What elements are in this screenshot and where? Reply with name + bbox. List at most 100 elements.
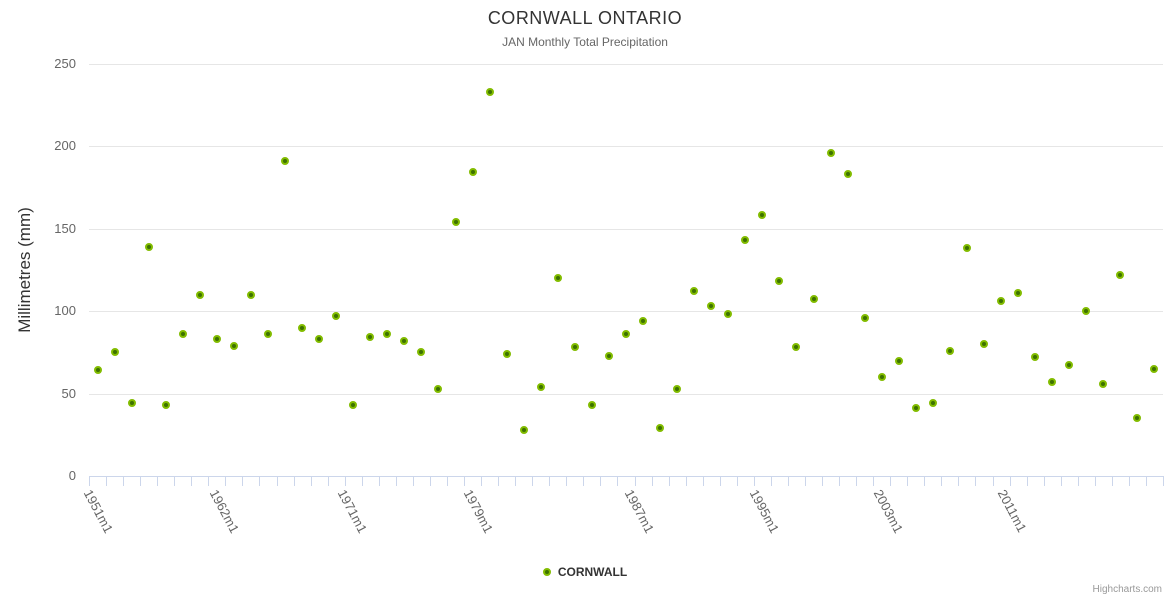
data-point[interactable] (553, 274, 562, 282)
data-point[interactable] (264, 330, 272, 339)
x-axis-tick (787, 477, 789, 486)
x-axis-tick (106, 477, 108, 486)
data-point[interactable] (127, 399, 136, 408)
data-point[interactable] (639, 316, 648, 325)
data-point[interactable] (809, 295, 818, 304)
data-point[interactable] (417, 348, 426, 357)
data-point[interactable] (1133, 414, 1142, 423)
data-point[interactable] (1116, 270, 1125, 279)
x-axis-tick (770, 477, 772, 486)
data-point[interactable] (622, 330, 630, 339)
data-point[interactable] (843, 170, 852, 179)
data-point[interactable] (1082, 307, 1091, 315)
data-point[interactable] (1099, 379, 1108, 388)
data-point[interactable] (707, 302, 716, 311)
y-gridline (89, 228, 1163, 230)
x-axis-tick (549, 477, 551, 486)
x-axis-tick (583, 477, 585, 486)
x-axis-line (89, 476, 1164, 477)
x-axis-tick (1043, 477, 1045, 486)
x-axis-tick (259, 477, 261, 486)
x-axis-tick (617, 477, 619, 486)
data-point[interactable] (468, 168, 477, 177)
data-point[interactable] (246, 290, 255, 299)
x-axis-tick (242, 477, 244, 486)
data-point[interactable] (604, 351, 613, 360)
data-point[interactable] (1065, 361, 1074, 370)
data-point[interactable] (690, 287, 699, 296)
data-point[interactable] (673, 384, 682, 393)
data-point[interactable] (1031, 353, 1040, 362)
data-point[interactable] (281, 156, 290, 165)
data-point[interactable] (1014, 288, 1023, 297)
chart-subtitle: JAN Monthly Total Precipitation (502, 35, 668, 49)
x-axis-tick (191, 477, 193, 486)
data-point[interactable] (792, 343, 801, 352)
data-point[interactable] (519, 425, 528, 434)
x-axis-tick (685, 477, 687, 486)
data-point[interactable] (178, 330, 187, 339)
data-point[interactable] (332, 311, 341, 320)
x-axis-tick (753, 477, 755, 486)
x-axis-tick (651, 477, 653, 486)
x-axis-tick (1077, 477, 1079, 486)
x-axis-tick (856, 477, 858, 486)
data-point[interactable] (298, 323, 307, 332)
data-point[interactable] (997, 297, 1006, 306)
data-point[interactable] (962, 244, 971, 253)
data-point[interactable] (229, 341, 238, 350)
x-axis-tick (924, 477, 926, 486)
y-gridline (89, 311, 1163, 312)
x-axis-tick (1163, 477, 1164, 486)
y-axis-tick-label: 250 (54, 55, 76, 71)
x-axis-tick (532, 477, 534, 486)
data-point[interactable] (980, 340, 988, 348)
data-point[interactable] (93, 366, 102, 375)
data-point[interactable] (1150, 364, 1159, 373)
x-axis-tick (668, 477, 670, 486)
data-point[interactable] (451, 217, 460, 226)
data-point[interactable] (400, 336, 409, 345)
data-point[interactable] (536, 382, 545, 391)
data-point[interactable] (877, 373, 886, 381)
data-point[interactable] (1048, 377, 1057, 386)
data-point[interactable] (161, 401, 170, 410)
data-point[interactable] (826, 148, 835, 157)
data-point[interactable] (110, 348, 119, 357)
data-point[interactable] (366, 333, 375, 342)
data-point[interactable] (485, 87, 494, 96)
data-point[interactable] (587, 401, 596, 410)
data-point[interactable] (945, 346, 954, 355)
x-axis-tick-label: 1979m1 (460, 487, 497, 536)
data-point[interactable] (195, 290, 204, 299)
x-axis-tick (361, 477, 363, 486)
x-axis-tick-label: 1987m1 (621, 487, 658, 536)
data-point[interactable] (911, 404, 920, 413)
data-point[interactable] (860, 313, 869, 322)
x-axis-tick (378, 477, 380, 486)
x-axis-tick (702, 477, 704, 486)
x-axis-tick (123, 477, 125, 486)
legend-item-cornwall[interactable]: CORNWALL (0, 562, 1170, 582)
data-point[interactable] (349, 401, 358, 410)
data-point[interactable] (212, 335, 221, 344)
data-point[interactable] (315, 335, 324, 344)
data-point[interactable] (741, 236, 750, 245)
data-point[interactable] (570, 343, 579, 352)
data-point[interactable] (502, 349, 511, 358)
data-point[interactable] (656, 424, 665, 433)
data-point[interactable] (894, 356, 903, 365)
legend-marker-icon (542, 568, 551, 576)
data-point[interactable] (434, 384, 443, 393)
x-axis-tick (1060, 477, 1062, 486)
data-point[interactable] (144, 242, 153, 251)
data-point[interactable] (758, 211, 767, 220)
data-point[interactable] (724, 310, 733, 319)
highcharts-credit-link[interactable]: Highcharts.com (1092, 584, 1162, 595)
data-point[interactable] (383, 330, 392, 339)
data-point[interactable] (928, 399, 937, 408)
x-axis-tick (1111, 477, 1113, 486)
x-axis-tick (447, 477, 448, 486)
data-point[interactable] (775, 277, 784, 286)
